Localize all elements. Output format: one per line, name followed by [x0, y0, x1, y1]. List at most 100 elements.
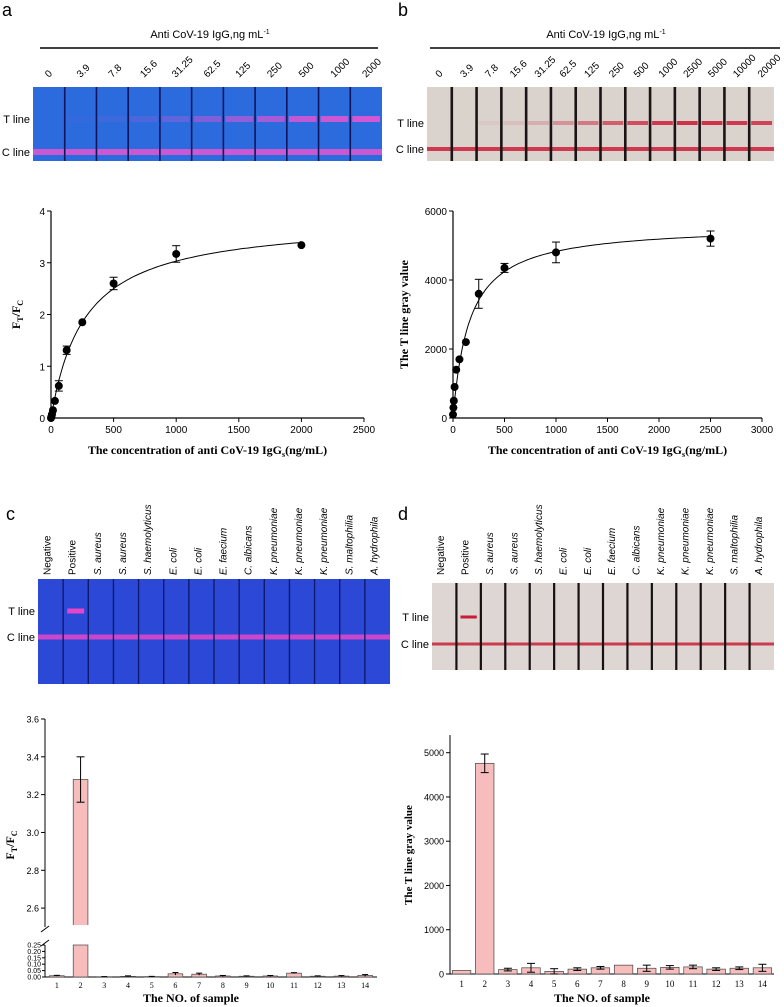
chart-a-x-label: The concentration of anti CoV-19 IgGs(ng… [88, 443, 327, 459]
chart-c-y-tick-label: 2.8 [26, 866, 39, 876]
strip-d-lane-label: E. coli [583, 547, 594, 575]
strip-c-lane-label: S. aureus [93, 532, 104, 575]
chart-b-x-tick-label: 2000 [648, 425, 671, 436]
chart-c-y-label-mid: /F [3, 836, 17, 848]
strip-a-background [33, 87, 382, 161]
chart-c-x-tick-label: 9 [245, 981, 249, 990]
chart-a-y-label-mid: /F [9, 306, 23, 318]
strip-a-lane-divider [286, 87, 288, 161]
strip-b-t-line-band [676, 121, 698, 125]
strip-b-lane-divider [648, 87, 652, 161]
strip-a-lane-divider [254, 87, 256, 161]
chart-a-x-tick-label: 2000 [290, 425, 313, 436]
strip-a-lane-label: 0 [43, 68, 55, 80]
strip-d-lane-divider [601, 583, 605, 670]
strip-b-lane-divider [673, 87, 677, 161]
strip-d-lane-label: A. hydrophila [754, 516, 765, 576]
chart-d-x-label: The NO. of sample [554, 991, 651, 1005]
chart-d-x-tick-label: 12 [712, 979, 721, 989]
chart-c-x-tick-label: 2 [79, 981, 83, 990]
strip-d-lane-label: S. haemolyticus [534, 504, 545, 575]
strip-a-lane-divider [95, 87, 98, 161]
chart-a-data-point [297, 241, 306, 250]
strip-b-t-line-band [602, 121, 624, 125]
strip-b-lane-divider [475, 87, 478, 161]
strip-b-lane-divider [549, 87, 553, 161]
chart-d-bar [613, 964, 634, 975]
strip-b-c-line-label: C line [396, 144, 424, 156]
chart-b-x-tick-label: 1500 [596, 425, 619, 436]
chart-a-x-tick-label: 500 [105, 425, 122, 436]
chart-b-data-point [706, 234, 715, 243]
strip-b-lane-label: 250 [607, 60, 627, 80]
strip-c-lane-label: E. coli [193, 547, 204, 575]
strip-d-lane-label: E. faecium [607, 528, 618, 575]
strip-c-lane-divider [313, 579, 316, 684]
strip-c-lane-divider [263, 579, 265, 684]
strip-d-lane-label: Negative [436, 535, 447, 575]
chart-c-axis-break-mark [40, 925, 50, 933]
strip-b-lane-label: 7.8 [483, 62, 501, 80]
strip-a-t-line-band [288, 116, 317, 122]
chart-b-data-point [461, 338, 470, 347]
strip-b-lane-label: 5000 [706, 56, 730, 80]
strip-b-lane-divider [623, 87, 627, 161]
strip-a-title: Anti CoV-19 IgG,ng mL-1 [150, 29, 269, 41]
strip-c-lane-divider [364, 579, 366, 684]
strip-b-lane-divider [599, 87, 602, 161]
strip-b-lane-label: 62.5 [558, 58, 580, 80]
chart-c-bar-break-gap [72, 925, 89, 929]
chart-d-x-tick-label: 5 [552, 979, 557, 989]
strip-d-lane-label: Positive [461, 540, 472, 575]
strip-c-c-line-label: C line [7, 632, 35, 644]
chart-b-data-point [500, 263, 509, 272]
chart-d-x-tick-label: 7 [598, 979, 603, 989]
chart-c-y-label: FT/FC [3, 830, 19, 859]
strip-d-t-line-band [460, 615, 477, 619]
chart-d-y-tick-label: 3000 [424, 837, 444, 847]
strip-d-lane-divider [699, 583, 702, 670]
chart-b-fit-curve [452, 235, 711, 419]
strip-a-lane-divider [222, 87, 225, 161]
chart-b-data-point [552, 248, 560, 257]
strip-b-lane-label: 2500 [682, 56, 706, 80]
strip-a-lane-divider [63, 87, 66, 161]
chart-c-y-tick-label: 3.2 [26, 790, 39, 800]
chart-b-x-tick-label: 2500 [699, 425, 722, 436]
chart-a-x-tick-label: 0 [48, 425, 54, 436]
chart-c-x-tick-label: 7 [197, 981, 201, 990]
strip-c-t-line-label: T line [8, 606, 35, 618]
strip-d-lane-divider [504, 583, 507, 670]
strip-a-lane-divider [190, 87, 193, 161]
chart-b-data-point [449, 403, 458, 412]
strip-c-lane-divider [238, 579, 240, 684]
chart-a-data-point [172, 249, 181, 258]
strip-b-title-text: Anti CoV-19 IgG,ng mL [546, 29, 659, 41]
chart-c-y-tick-label: 0.15 [27, 955, 41, 962]
strip-a-t-line-band [225, 116, 254, 122]
strip-b-lane-divider [500, 87, 503, 161]
chart-c-y-tick-label: 3.6 [26, 715, 39, 725]
strip-c-lane-divider [339, 579, 341, 684]
strip-d-lane-divider [528, 583, 531, 670]
chart-c-x-label: The NO. of sample [143, 991, 240, 1005]
chart-b-y-tick-label: 2000 [425, 345, 448, 356]
chart-c-bar [286, 972, 302, 978]
strip-b-lane-label: 15.6 [508, 58, 530, 80]
strip-d-c-line-label: C line [401, 639, 429, 651]
strip-c-lane-divider [163, 579, 165, 684]
strip-b-t-line-band [652, 121, 673, 125]
chart-a-y-tick-label: 1 [39, 362, 45, 373]
chart-c-bar-lower [72, 944, 89, 978]
strip-b-title: Anti CoV-19 IgG,ng mL-1 [546, 29, 665, 41]
strip-a-lane-divider [127, 87, 129, 161]
strip-c-lane-label: C. albicans [244, 526, 255, 575]
chart-b-y-tick-label: 4000 [425, 276, 448, 287]
strip-d-lane-divider [675, 583, 678, 670]
chart-d-x-tick-label: 1 [459, 979, 464, 989]
strip-b-t-line-band [701, 121, 723, 125]
chart-c-x-tick-label: 8 [221, 981, 225, 990]
strip-b-lane-divider [524, 87, 528, 161]
chart-c-x-tick-label: 11 [290, 981, 298, 990]
chart-a-data-point [78, 318, 87, 327]
